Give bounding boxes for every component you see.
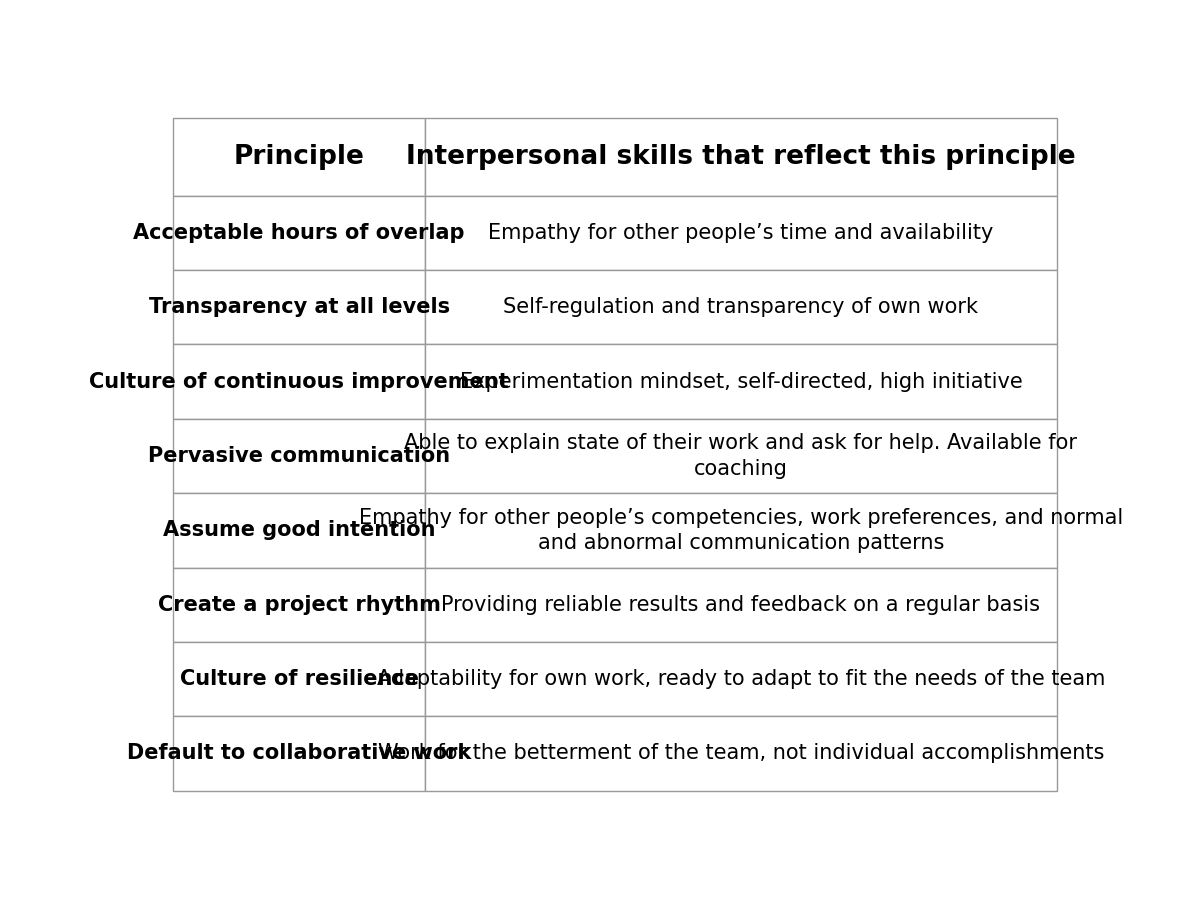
Bar	[173, 270, 425, 345]
Text: Interpersonal skills that reflect this principle: Interpersonal skills that reflect this p…	[406, 144, 1075, 170]
Text: Principle: Principle	[234, 144, 365, 170]
Bar	[425, 716, 1057, 790]
Text: Culture of continuous improvement: Culture of continuous improvement	[89, 372, 509, 392]
Bar	[173, 493, 425, 568]
Bar	[173, 418, 425, 493]
Bar	[173, 568, 425, 642]
Text: Self-regulation and transparency of own work: Self-regulation and transparency of own …	[503, 297, 978, 317]
Text: Able to explain state of their work and ask for help. Available for
coaching: Able to explain state of their work and …	[404, 433, 1078, 479]
Text: Acceptable hours of overlap: Acceptable hours of overlap	[133, 223, 464, 243]
Bar	[425, 493, 1057, 568]
Text: Assume good intention: Assume good intention	[163, 520, 436, 540]
Bar	[425, 568, 1057, 642]
Text: Experimentation mindset, self-directed, high initiative: Experimentation mindset, self-directed, …	[460, 372, 1022, 392]
Bar	[173, 345, 425, 418]
Text: Empathy for other people’s competencies, work preferences, and normal
and abnorm: Empathy for other people’s competencies,…	[359, 508, 1123, 554]
Bar	[173, 119, 425, 195]
Text: Culture of resilience: Culture of resilience	[180, 669, 419, 689]
Text: Empathy for other people’s time and availability: Empathy for other people’s time and avai…	[488, 223, 994, 243]
Bar	[425, 195, 1057, 270]
Text: Create a project rhythm: Create a project rhythm	[157, 595, 440, 615]
Bar	[173, 642, 425, 716]
Bar	[425, 345, 1057, 418]
Bar	[173, 195, 425, 270]
Text: Default to collaborative work: Default to collaborative work	[127, 743, 472, 763]
Bar	[425, 642, 1057, 716]
Text: Pervasive communication: Pervasive communication	[148, 446, 450, 466]
Bar	[425, 418, 1057, 493]
Text: Providing reliable results and feedback on a regular basis: Providing reliable results and feedback …	[442, 595, 1040, 615]
Text: Transparency at all levels: Transparency at all levels	[149, 297, 450, 317]
Bar	[425, 119, 1057, 195]
Bar	[425, 270, 1057, 345]
Text: Work for the betterment of the team, not individual accomplishments: Work for the betterment of the team, not…	[378, 743, 1104, 763]
Bar	[173, 716, 425, 790]
Text: Adaptability for own work, ready to adapt to fit the needs of the team: Adaptability for own work, ready to adap…	[377, 669, 1105, 689]
